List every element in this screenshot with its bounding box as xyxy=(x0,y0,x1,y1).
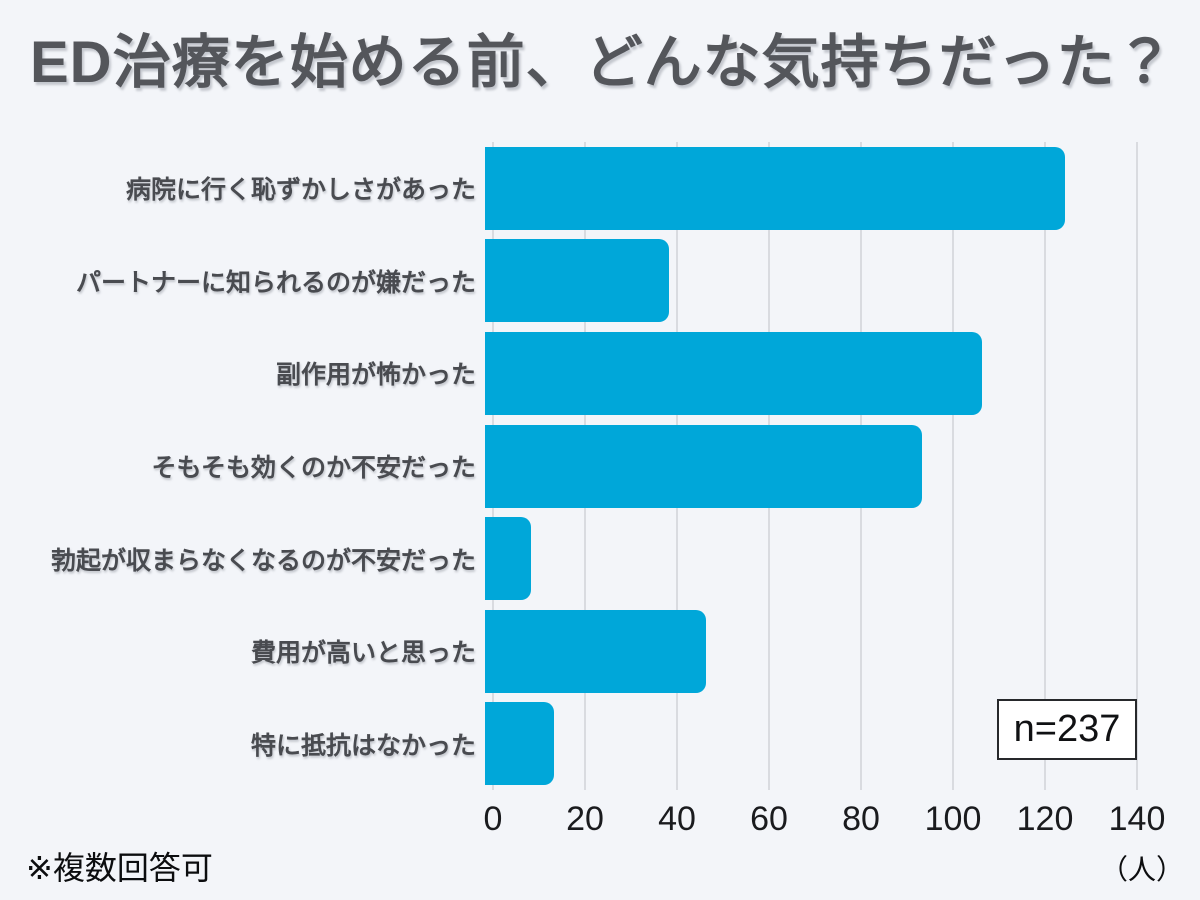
x-axis-ticks: 0 20 40 60 80 100 120 140 xyxy=(484,800,1166,844)
bar xyxy=(485,239,669,323)
bar xyxy=(485,702,554,786)
bar-track xyxy=(485,609,1129,693)
x-tick-label: 100 xyxy=(924,800,982,838)
x-tick-label: 140 xyxy=(1108,800,1166,838)
gridline xyxy=(1136,142,1138,790)
bar-track xyxy=(485,424,1129,508)
x-axis-unit-label: （人） xyxy=(1099,854,1184,885)
category-label: 特に抵抗はなかった xyxy=(250,731,476,760)
category-label: 費用が高いと思った xyxy=(250,639,476,668)
category-label: 副作用が怖かった xyxy=(275,361,476,390)
bar-row: 副作用が怖かった xyxy=(0,327,1200,420)
bar-row: 勃起が収まらなくなるのが不安だった xyxy=(0,512,1200,605)
category-label: そもそも効くのか不安だった xyxy=(151,454,476,483)
bar xyxy=(485,331,982,415)
bar xyxy=(485,146,1065,230)
x-tick-label: 40 xyxy=(658,800,696,838)
bar-row: そもそも効くのか不安だった xyxy=(0,420,1200,513)
bar xyxy=(485,517,531,601)
bar xyxy=(485,424,922,508)
bar xyxy=(485,609,706,693)
gridline xyxy=(1044,142,1046,790)
page-title: ED治療を始める前、どんな気持ちだった？ xyxy=(30,30,1175,95)
bar-track xyxy=(485,239,1129,323)
gridline xyxy=(952,142,954,790)
chart-rows: 病院に行く恥ずかしさがあったパートナーに知られるのが嫌だった副作用が怖かったそも… xyxy=(0,142,1200,790)
bar-row: 病院に行く恥ずかしさがあった xyxy=(0,142,1200,235)
bar-track xyxy=(485,331,1129,415)
bar-track xyxy=(485,702,1129,786)
bar-row: 特に抵抗はなかった xyxy=(0,697,1200,790)
bar-track xyxy=(485,146,1129,230)
sample-size-badge: n=237 xyxy=(997,699,1137,760)
x-tick-label: 0 xyxy=(483,800,503,838)
category-label: 病院に行く恥ずかしさがあった xyxy=(125,176,476,205)
category-label: パートナーに知られるのが嫌だった xyxy=(75,268,476,297)
bar-row: パートナーに知られるのが嫌だった xyxy=(0,235,1200,328)
bar-track xyxy=(485,517,1129,601)
x-tick-label: 20 xyxy=(566,800,604,838)
footnote-multiple-answers: ※複数回答可 xyxy=(26,850,213,886)
x-tick-label: 80 xyxy=(842,800,880,838)
bar-row: 費用が高いと思った xyxy=(0,605,1200,698)
x-tick-label: 60 xyxy=(750,800,788,838)
x-tick-label: 120 xyxy=(1016,800,1074,838)
category-label: 勃起が収まらなくなるのが不安だった xyxy=(50,546,476,575)
